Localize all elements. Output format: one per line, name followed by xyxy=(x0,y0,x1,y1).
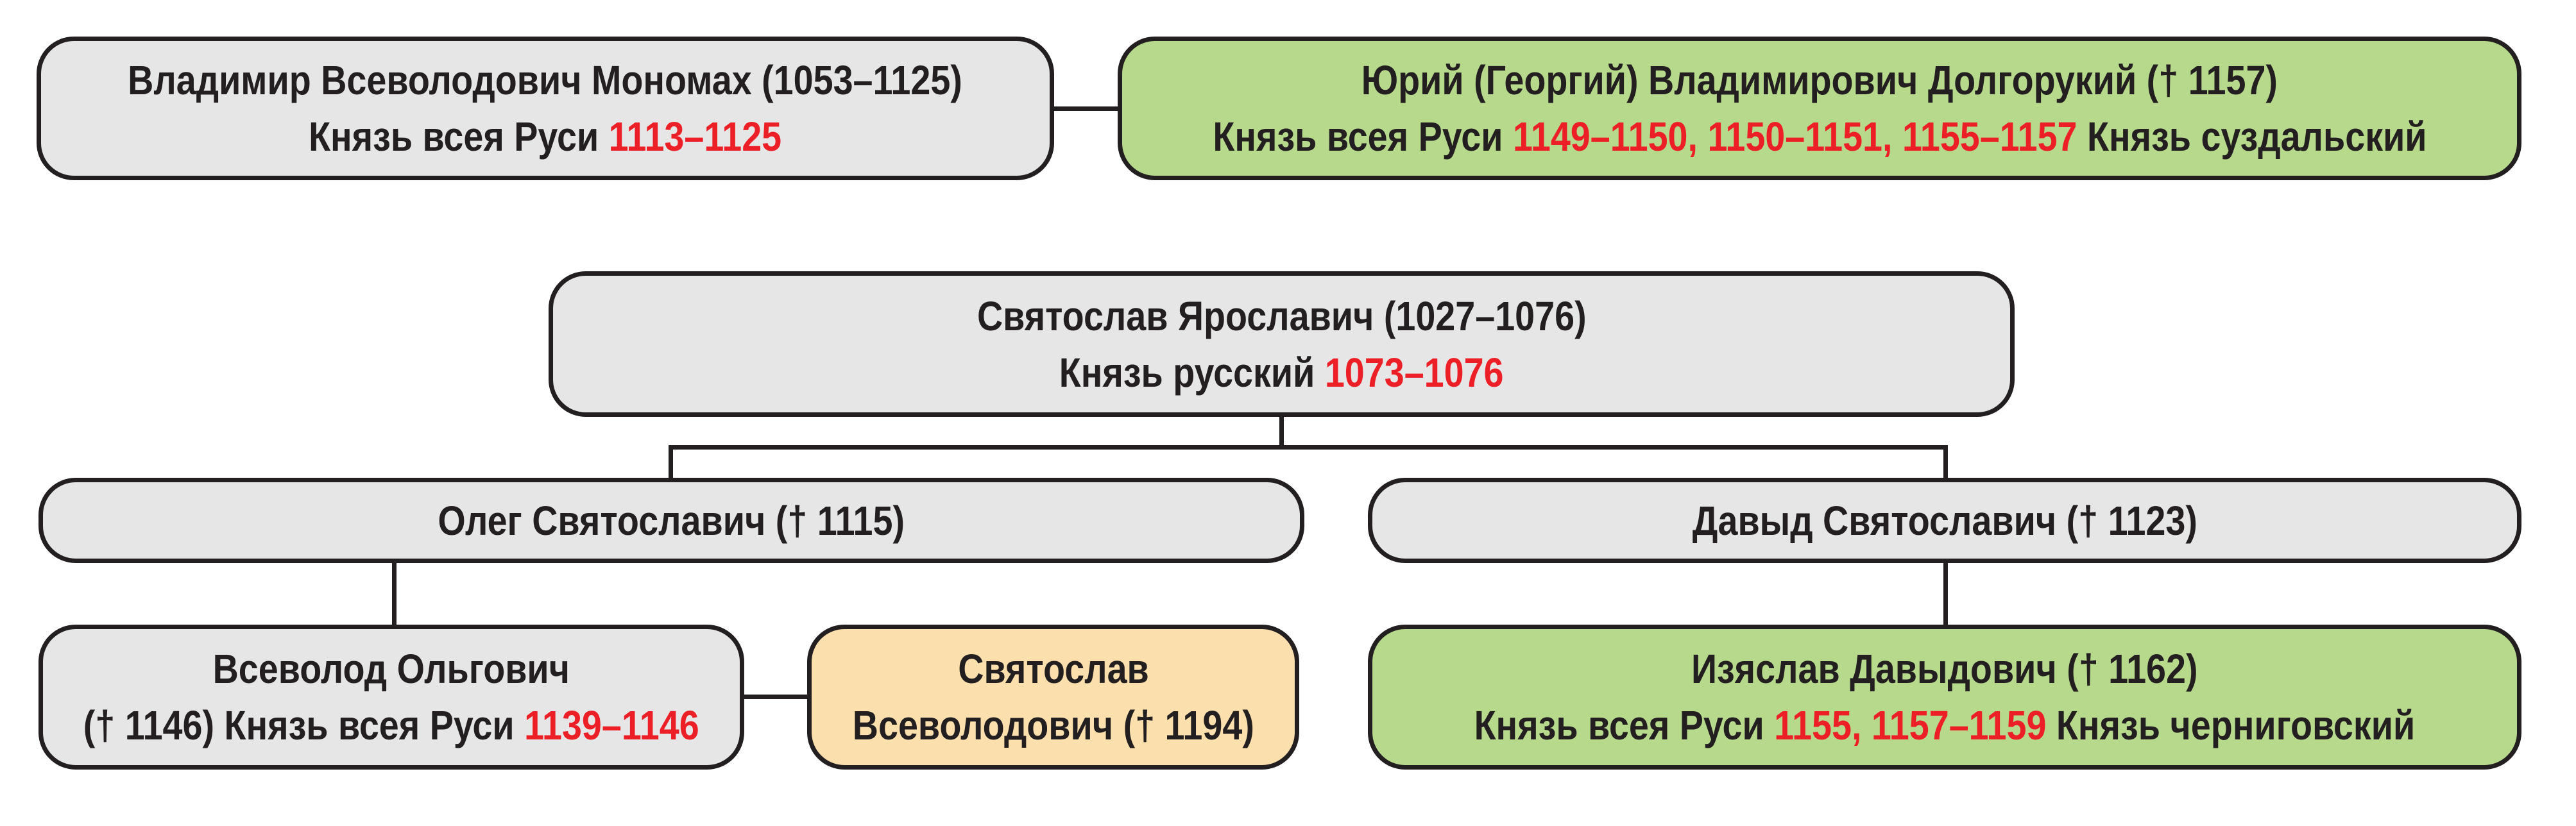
reign-years: 1073–1076 xyxy=(1325,349,1504,396)
connector-svyatoslav-stub xyxy=(1279,414,1284,450)
person-title-line: Князь всея Руси 1155, 1157–1159 Князь че… xyxy=(1474,697,2416,754)
person-box-davyd-svyatoslavich: Давыд Святославич († 1123) xyxy=(1368,478,2521,563)
person-title-line: Князь русский 1073–1076 xyxy=(1059,344,1504,401)
person-box-oleg-svyatoslavich: Олег Святославич († 1115) xyxy=(38,478,1304,563)
title-text-2: Князь суздальский xyxy=(2077,114,2427,160)
name-text: Святослав xyxy=(957,646,1149,692)
person-name-line: Юрий (Георгий) Владимирович Долгорукий (… xyxy=(1361,52,2278,108)
title-text: Князь всея Руси xyxy=(1474,702,1775,748)
person-title-line: († 1146) Князь всея Руси 1139–1146 xyxy=(83,697,699,754)
name-text: Владимир Всеволодович Мономах (1053–1125… xyxy=(128,57,963,103)
title-text: Князь русский xyxy=(1059,349,1326,396)
person-box-svyatoslav-vsevolodovich: Святослав Всеволодович († 1194) xyxy=(807,625,1299,770)
name-text: Святослав Ярославич (1027–1076) xyxy=(977,292,1587,339)
connector-oleg-vsevolod xyxy=(392,559,397,628)
title-text-2: Князь черниговский xyxy=(2046,702,2416,748)
person-name-line: Изяслав Давыдович († 1162) xyxy=(1691,641,2198,697)
connector-drop-davyd xyxy=(1943,445,1948,482)
connector-branch-bar xyxy=(669,445,1948,450)
person-name-line-2: Всеволодович († 1194) xyxy=(852,697,1254,754)
person-name-line: Святослав xyxy=(958,641,1149,697)
person-box-svyatoslav-yaroslavich: Святослав Ярославич (1027–1076) Князь ру… xyxy=(549,271,2015,417)
person-box-vladimir-monomakh: Владимир Всеволодович Мономах (1053–1125… xyxy=(37,37,1054,180)
person-name-line: Святослав Ярославич (1027–1076) xyxy=(977,288,1587,344)
person-name-line: Всеволод Ольгович xyxy=(213,641,570,697)
reign-years: 1139–1146 xyxy=(524,702,699,748)
person-box-yuri-dolgoruky: Юрий (Георгий) Владимирович Долгорукий (… xyxy=(1118,37,2521,180)
connector-monomakh-yuri xyxy=(1051,106,1122,111)
name-text: Олег Святославич († 1115) xyxy=(438,497,905,544)
person-name-line: Олег Святославич († 1115) xyxy=(438,493,905,549)
person-name-line: Давыд Святославич († 1123) xyxy=(1692,493,2197,549)
connector-vsevolod-svyatoslav xyxy=(741,695,810,699)
name-text-2: Всеволодович († 1194) xyxy=(852,702,1254,748)
person-title-line: Князь всея Руси 1113–1125 xyxy=(309,108,781,165)
connector-drop-oleg xyxy=(669,445,673,482)
name-text: Всеволод Ольгович xyxy=(212,646,570,692)
title-text: Князь всея Руси xyxy=(1212,114,1513,160)
title-text: Князь всея Руси xyxy=(309,114,610,160)
name-text: Изяслав Давыдович († 1162) xyxy=(1691,646,2198,692)
title-text: († 1146) Князь всея Руси xyxy=(83,702,525,748)
connector-davyd-izyaslav xyxy=(1943,559,1948,628)
name-text: Юрий (Георгий) Владимирович Долгорукий (… xyxy=(1361,57,2278,103)
reign-years: 1155, 1157–1159 xyxy=(1774,702,2047,748)
person-box-izyaslav-davydovich: Изяслав Давыдович († 1162) Князь всея Ру… xyxy=(1368,625,2521,770)
reign-years: 1113–1125 xyxy=(609,114,782,160)
person-name-line: Владимир Всеволодович Мономах (1053–1125… xyxy=(128,52,963,108)
reign-years: 1149–1150, 1150–1151, 1155–1157 xyxy=(1512,114,2077,160)
person-box-vsevolod-olgovich: Всеволод Ольгович († 1146) Князь всея Ру… xyxy=(38,625,744,770)
person-title-line: Князь всея Руси 1149–1150, 1150–1151, 11… xyxy=(1213,108,2427,165)
name-text: Давыд Святославич († 1123) xyxy=(1692,497,2197,544)
